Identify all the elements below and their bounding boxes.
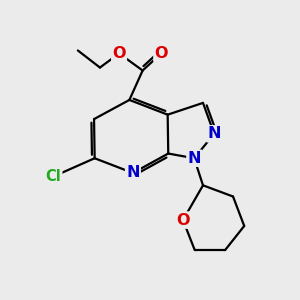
Text: N: N — [207, 126, 221, 141]
Text: O: O — [154, 46, 168, 61]
Text: O: O — [112, 46, 126, 61]
Text: O: O — [176, 213, 190, 228]
Text: N: N — [188, 151, 201, 166]
Text: N: N — [126, 166, 140, 181]
Text: Cl: Cl — [46, 169, 61, 184]
